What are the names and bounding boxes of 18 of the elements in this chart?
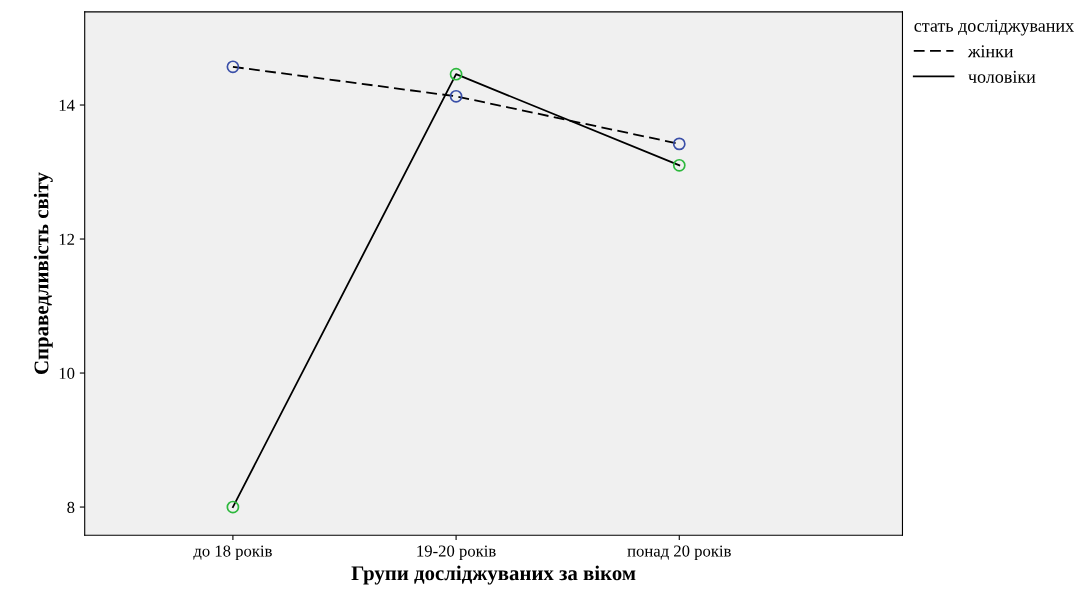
x-tick-label: понад 20 років — [627, 545, 731, 561]
point — [672, 137, 686, 151]
y-tick-label: 8 — [67, 501, 75, 513]
x-axis-title: Групи досліджуваних за віком — [351, 565, 636, 585]
point — [449, 89, 463, 103]
x-tick-label: до 18 років — [193, 545, 272, 561]
y-tick-label: 14 — [59, 99, 75, 111]
legend-label: чоловіки — [968, 70, 1036, 83]
y-axis-title: Справедливість світу — [33, 172, 53, 374]
y-tick-label: 10 — [59, 367, 75, 379]
x-tick-label: 19-20 років — [417, 545, 496, 561]
y-tick-label: 12 — [59, 233, 75, 245]
point — [226, 500, 240, 514]
point — [672, 158, 686, 172]
point — [226, 60, 240, 74]
legend-title: стать досліджуваних — [914, 19, 1074, 36]
legend-label: жінки — [967, 45, 1014, 58]
point — [449, 67, 463, 81]
